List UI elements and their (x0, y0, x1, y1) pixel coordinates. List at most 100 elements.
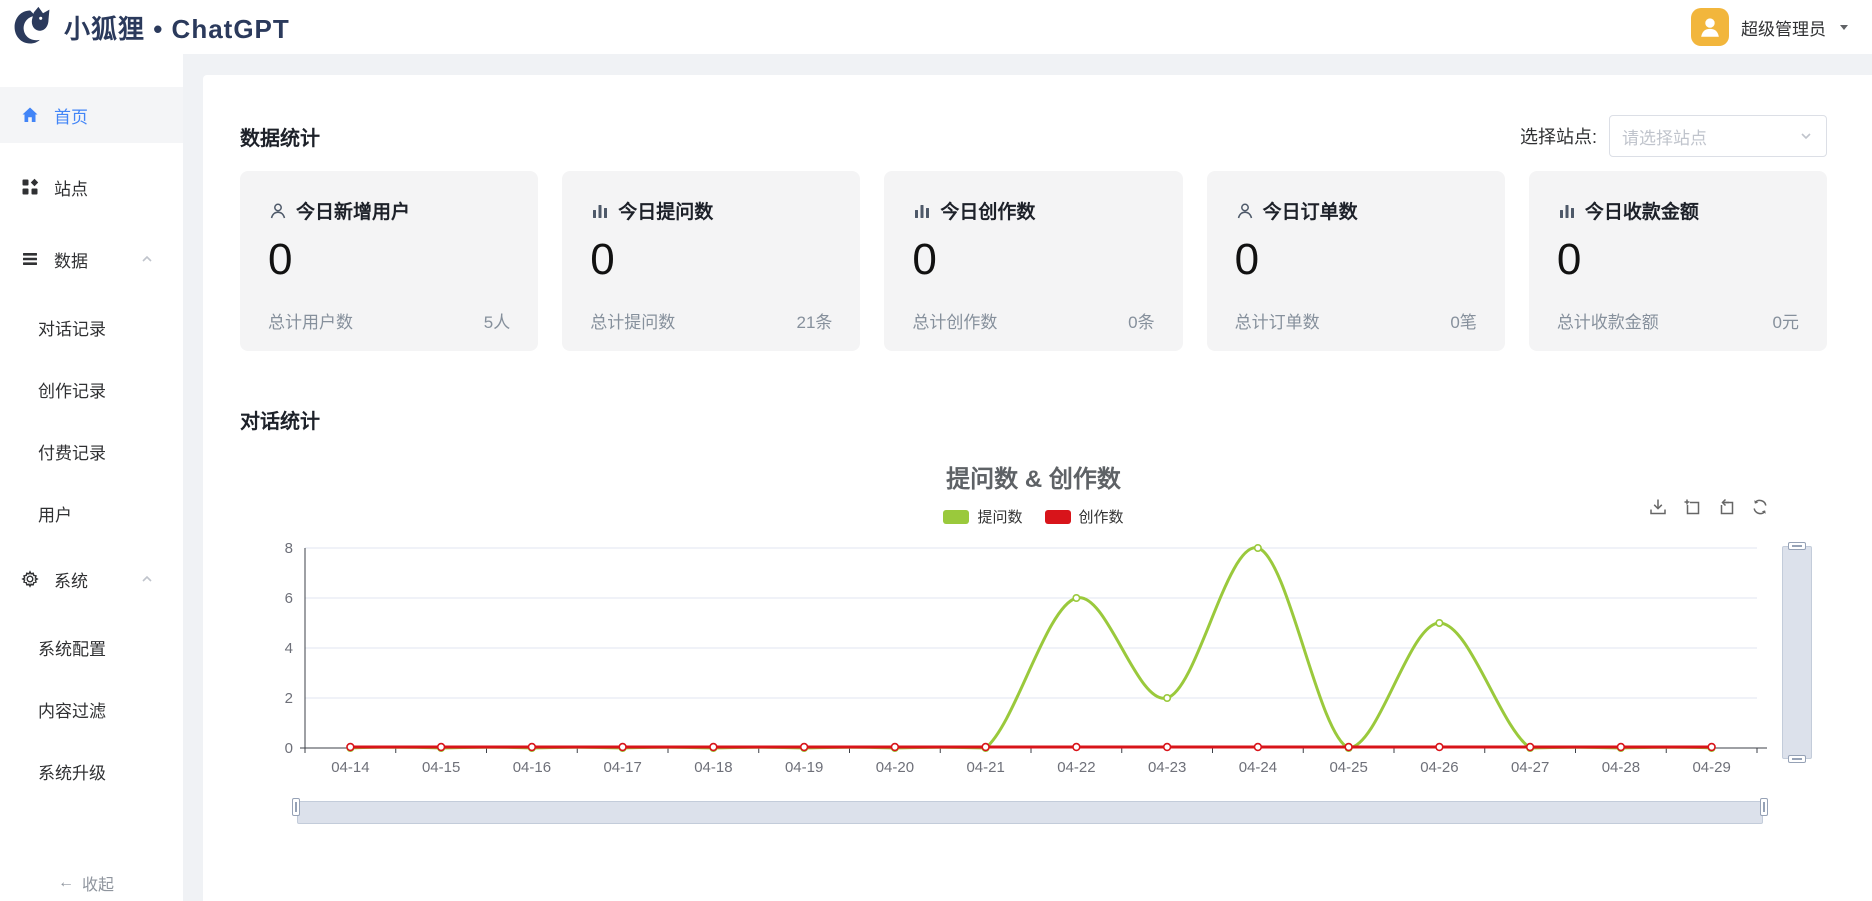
conversation-section-title: 对话统计 (240, 411, 320, 433)
site-select-placeholder: 请选择站点 (1622, 128, 1707, 148)
sidebar-item-label: 站点 (54, 179, 88, 199)
svg-text:6: 6 (285, 590, 293, 607)
stat-card-0: 今日新增用户 0 总计用户数 5人 (240, 171, 539, 351)
stat-card-total-value: 21条 (796, 313, 833, 332)
sidebar-item-system[interactable]: 系统 (0, 551, 183, 607)
stat-card-title: 今日订单数 (1262, 202, 1358, 223)
svg-text:04-17: 04-17 (603, 759, 641, 776)
sidebar-nav: 首页站点数据对话记录创作记录付费记录用户系统系统配置内容过滤系统升级 (0, 54, 183, 795)
svg-text:04-14: 04-14 (331, 759, 369, 776)
svg-text:04-24: 04-24 (1239, 759, 1277, 776)
legend-label: 创作数 (1078, 509, 1124, 526)
stat-card-total-label: 总计订单数 (1234, 313, 1320, 332)
gear-icon (20, 569, 40, 589)
chevron-up-icon (139, 251, 155, 267)
user-name: 超级管理员 (1741, 19, 1826, 39)
sidebar-item-home[interactable]: 首页 (0, 87, 183, 143)
sidebar-item-system-upgrade[interactable]: 系统升级 (38, 763, 106, 783)
svg-text:04-23: 04-23 (1148, 759, 1186, 776)
brand-title: 小狐狸 • ChatGPT (64, 13, 290, 44)
stats-section-title: 数据统计 (240, 127, 320, 150)
h-datazoom-slider[interactable] (292, 798, 1768, 824)
sidebar-item-label: 首页 (54, 107, 88, 127)
conversation-chart-block: 提问数 & 创作数 提问数 创作数 0 2 4 6 8 04-14 04-15 04-16 04… (240, 459, 1827, 839)
legend-label: 提问数 (977, 509, 1023, 526)
datazoom-bottom-handle[interactable] (1788, 755, 1806, 763)
stat-card-total-value: 0笔 (1450, 313, 1477, 332)
chevron-down-icon (1798, 128, 1814, 144)
stat-card-value: 0 (268, 235, 293, 284)
legend-item[interactable]: 创作数 (1044, 506, 1124, 527)
data-zoom-icon[interactable] (1682, 497, 1702, 517)
datazoom-top-handle[interactable] (1788, 542, 1806, 550)
svg-text:04-26: 04-26 (1420, 759, 1458, 776)
sidebar-item-sites[interactable]: 站点 (0, 159, 183, 215)
sidebar-item-payment-records[interactable]: 付费记录 (38, 443, 106, 463)
home-icon (20, 105, 40, 125)
stat-card-value: 0 (1556, 235, 1582, 284)
app-header: 小狐狸 • ChatGPT 超级管理员 (0, 0, 1872, 54)
zoom-reset-icon[interactable] (1716, 497, 1736, 517)
svg-text:04-29: 04-29 (1692, 759, 1730, 776)
stat-card-total-label: 总计创作数 (912, 313, 998, 332)
site-select-label: 选择站点: (1519, 127, 1597, 147)
user-icon (268, 201, 288, 221)
sidebar-item-data[interactable]: 数据 (0, 231, 183, 287)
conversation-chart: 0 2 4 6 8 04-14 04-15 04-16 04-17 04-18 04-19 04-20… (285, 540, 1767, 776)
sidebar-item-users[interactable]: 用户 (38, 505, 72, 525)
site-select[interactable]: 请选择站点 (1609, 115, 1827, 157)
legend-swatch (943, 509, 970, 524)
svg-text:04-25: 04-25 (1329, 759, 1367, 776)
svg-text:04-19: 04-19 (785, 759, 823, 776)
stat-card-title: 今日收款金额 (1584, 202, 1699, 223)
svg-text:04-20: 04-20 (876, 759, 914, 776)
content-panel: 数据统计 选择站点: 请选择站点 今日新增用户 0 总计用户数 5人 今日提问数 (203, 75, 1872, 901)
avatar (1691, 8, 1729, 46)
stat-card-4: 今日收款金额 0 总计收款金额 0元 (1528, 171, 1828, 351)
svg-text:04-21: 04-21 (966, 759, 1004, 776)
svg-text:04-27: 04-27 (1511, 759, 1549, 776)
legend-swatch (1044, 509, 1071, 524)
stat-card-title: 今日提问数 (618, 202, 714, 223)
chart-title: 提问数 & 创作数 (946, 466, 1121, 493)
datazoom-left-handle[interactable] (292, 798, 300, 816)
stat-card-total-label: 总计提问数 (590, 313, 676, 332)
datazoom-right-handle[interactable] (1760, 798, 1768, 816)
stat-card-value: 0 (590, 235, 615, 284)
svg-text:2: 2 (285, 690, 293, 707)
sidebar-item-chat-records[interactable]: 对话记录 (38, 319, 106, 339)
bar-chart-icon (1557, 201, 1577, 221)
svg-text:0: 0 (285, 740, 293, 757)
restore-icon[interactable] (1750, 497, 1770, 517)
caret-down-icon (1838, 21, 1850, 33)
grid-icon (20, 177, 40, 197)
svg-text:04-28: 04-28 (1602, 759, 1640, 776)
stat-card-title: 今日新增用户 (296, 202, 411, 223)
bar-chart-icon (912, 201, 932, 221)
collapse-label: 收起 (82, 877, 115, 894)
stat-card-total-value: 0元 (1772, 313, 1800, 332)
sidebar-item-label: 数据 (54, 251, 88, 271)
svg-text:4: 4 (285, 640, 293, 657)
sidebar-item-content-filter[interactable]: 内容过滤 (38, 701, 106, 721)
stat-card-total-value: 0条 (1128, 313, 1155, 332)
v-datazoom-slider[interactable] (1782, 542, 1812, 763)
stat-card-value: 0 (912, 235, 937, 284)
stat-card-3: 今日订单数 0 总计订单数 0笔 (1206, 171, 1505, 351)
user-icon (1235, 201, 1255, 221)
svg-text:8: 8 (285, 540, 293, 557)
user-menu[interactable]: 超级管理员 (1691, 8, 1850, 46)
collapse-button[interactable]: ← 收起 (58, 871, 114, 895)
arrow-left-icon: ← (58, 874, 74, 891)
save-image-icon[interactable] (1648, 497, 1668, 517)
sidebar-item-system-config[interactable]: 系统配置 (38, 639, 106, 659)
sidebar-item-creation-records[interactable]: 创作记录 (38, 381, 106, 401)
stat-card-2: 今日创作数 0 总计创作数 0条 (884, 171, 1183, 351)
sidebar-item-label: 系统 (54, 571, 88, 591)
stat-card-total-label: 总计收款金额 (1556, 313, 1659, 332)
legend-item[interactable]: 提问数 (943, 506, 1023, 527)
bar-chart-icon (590, 201, 610, 221)
stat-card-1: 今日提问数 0 总计提问数 21条 (562, 171, 861, 351)
stat-card-total-label: 总计用户数 (268, 313, 353, 332)
svg-text:04-22: 04-22 (1057, 759, 1095, 776)
